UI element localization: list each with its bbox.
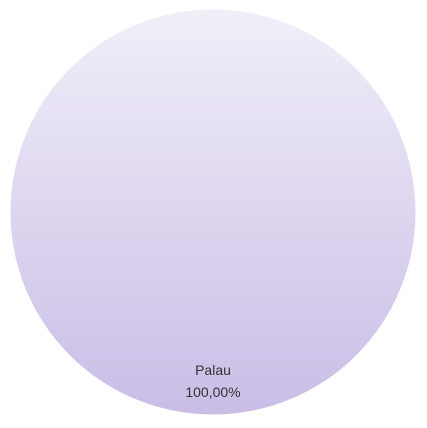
slice-value-label: 100,00%	[185, 384, 240, 400]
pie-slice	[9, 8, 417, 416]
slice-label: Palau	[195, 362, 231, 378]
